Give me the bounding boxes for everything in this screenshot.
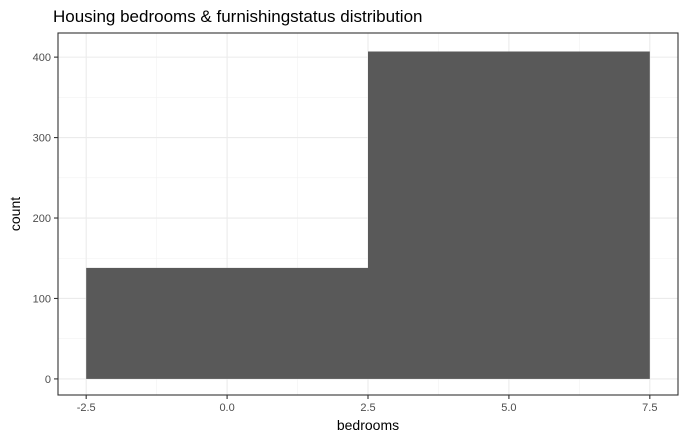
x-axis-title: bedrooms xyxy=(337,417,399,433)
histogram-bar-1 xyxy=(86,267,368,379)
chart-title: Housing bedrooms & furnishingstatus dist… xyxy=(53,7,422,26)
x-tick-label: 7.5 xyxy=(642,402,657,414)
y-tick-label: 400 xyxy=(33,52,51,64)
x-tick-label: 5.0 xyxy=(501,402,516,414)
x-tick-label: -2.5 xyxy=(77,402,96,414)
plot-panel xyxy=(57,32,679,396)
histogram-bar-2 xyxy=(368,51,650,379)
y-tick-label: 200 xyxy=(33,213,51,225)
y-tick-label: 300 xyxy=(33,133,51,145)
y-tick-label: 100 xyxy=(33,293,51,305)
x-tick-label: 0.0 xyxy=(219,402,234,414)
x-tick-label: 2.5 xyxy=(360,402,375,414)
y-tick-label: 0 xyxy=(45,374,51,386)
y-axis-title: count xyxy=(7,197,23,231)
